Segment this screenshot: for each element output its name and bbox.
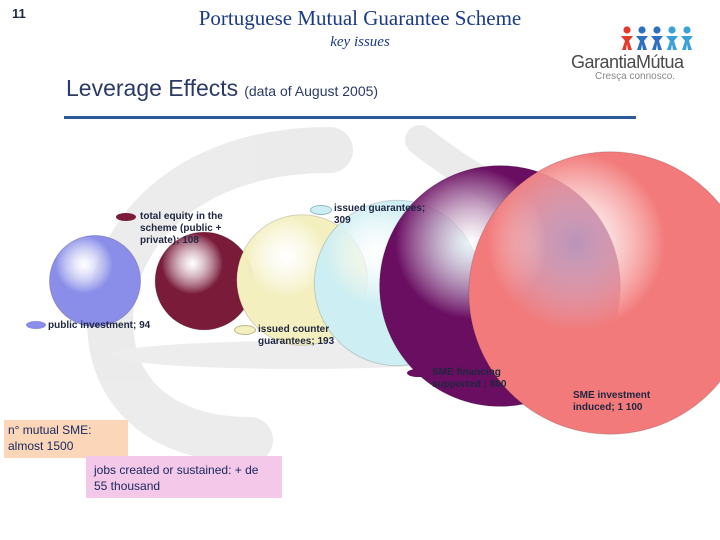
chart-heading-note: (data of August 2005)	[244, 83, 379, 99]
label-public-investment: public investment; 94	[48, 320, 151, 331]
marker-counter-guarantees	[234, 325, 256, 335]
logo-figure-body	[636, 36, 648, 50]
label-counter-guarantees: issued counter guarantees; 193	[258, 324, 335, 347]
logo-figures-icon	[621, 26, 693, 50]
note-mutual-sme: n° mutual SME: almost 1500	[4, 420, 128, 458]
logo-figure-head	[638, 26, 646, 34]
page-subtitle: key issues	[330, 34, 390, 50]
page-title: Portuguese Mutual Guarantee Scheme	[198, 6, 522, 30]
bubble-public-investment	[48, 234, 142, 328]
bubble-sme-investment-induced	[468, 151, 720, 435]
logo-figure-body	[651, 36, 663, 50]
marker-sme-financing	[407, 369, 429, 377]
garantia-mutua-logo: GarantiaMútua Cresça connosco.	[565, 24, 705, 88]
label-issued-guarantees: issued guarantees; 309	[334, 203, 426, 226]
logo-figure-head	[623, 26, 631, 34]
logo-figure-body	[681, 36, 693, 50]
marker-sme-investment	[547, 392, 569, 400]
note-jobs: jobs created or sustained: + de 55 thous…	[86, 456, 282, 498]
logo-figure-head	[683, 26, 691, 34]
logo-tagline: Cresça connosco.	[595, 71, 676, 82]
slide-number: 11	[12, 6, 26, 21]
logo-figure-body	[621, 36, 633, 50]
logo-figure-head	[668, 26, 676, 34]
logo-figure-body	[666, 36, 678, 50]
heading-divider	[64, 116, 636, 119]
marker-issued-guarantees	[310, 205, 332, 215]
label-total-equity: total equity in the scheme (public + pri…	[140, 211, 223, 246]
chart-heading-title: Leverage Effects	[66, 75, 239, 101]
logo-figure-head	[653, 26, 661, 34]
marker-total-equity	[116, 213, 136, 221]
logo-wordmark: GarantiaMútua	[571, 52, 684, 72]
label-sme-financing: SME financing supported ; 800	[432, 367, 507, 390]
chart-heading: Leverage Effects (data of August 2005)	[66, 75, 378, 102]
label-sme-investment: SME investment induced; 1 100	[573, 390, 651, 413]
marker-public-investment	[26, 321, 46, 329]
